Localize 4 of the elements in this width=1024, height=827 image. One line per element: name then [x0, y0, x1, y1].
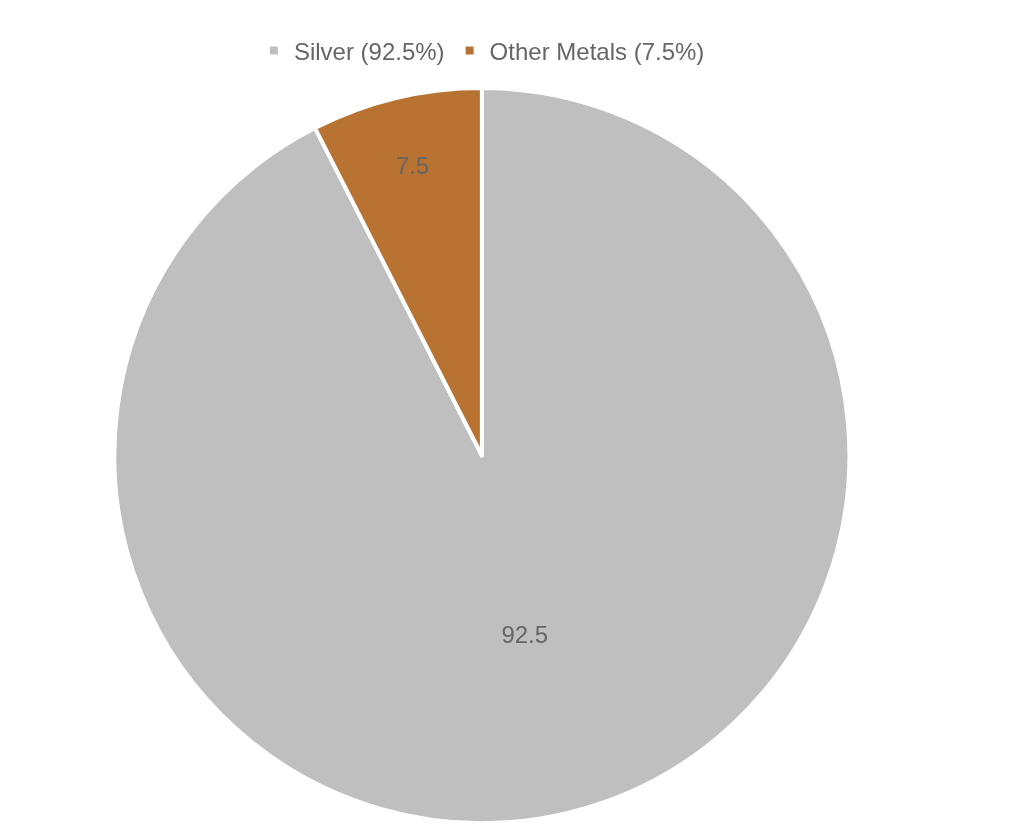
data-label: 7.5 [395, 152, 430, 180]
legend-label: Other Metals (7.5%) [489, 37, 705, 65]
data-label: 92.5 [501, 620, 549, 648]
legend-label: Silver (92.5%) [293, 37, 445, 65]
